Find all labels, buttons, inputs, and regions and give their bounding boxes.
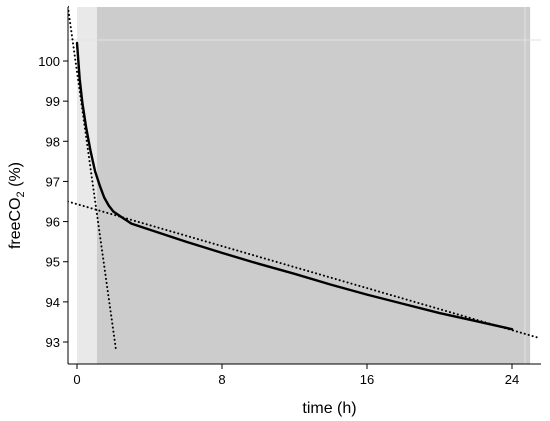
x-tick-label-24: 24: [505, 372, 519, 387]
data-line-0: [75, 41, 514, 331]
y-tick-label-98: 98: [46, 134, 60, 149]
y-axis-label-suffix: (%): [7, 162, 24, 191]
x-tick-label-8: 8: [218, 372, 225, 387]
x-tick-label-0: 0: [73, 372, 80, 387]
dotted-line-2: [68, 5, 117, 351]
y-tick-label-100: 100: [38, 54, 60, 69]
shaded-regions: [77, 7, 531, 364]
y-tick-label-94: 94: [46, 295, 60, 310]
y-axis: 93 94 95 96 97 98 99 100: [38, 7, 69, 364]
x-axis-label: time (h): [302, 400, 356, 417]
y-tick-label-99: 99: [46, 94, 60, 109]
plot-frame: [68, 7, 541, 364]
y-tick-label-97: 97: [46, 174, 60, 189]
y-axis-label-subscript: 2: [15, 191, 27, 197]
x-axis: 0 8 16 24: [68, 363, 541, 387]
series-lines: [68, 5, 541, 351]
y-tick-label-95: 95: [46, 255, 60, 270]
x-tick-label-16: 16: [360, 372, 374, 387]
dotted-line-1: [68, 200, 541, 339]
y-axis-label-main: freeCO: [7, 197, 24, 249]
y-axis-label: freeCO2 (%): [7, 162, 27, 249]
shaded-region-1: [96, 7, 531, 364]
y-tick-label-96: 96: [46, 215, 60, 230]
y-tick-label-93: 93: [46, 335, 60, 350]
